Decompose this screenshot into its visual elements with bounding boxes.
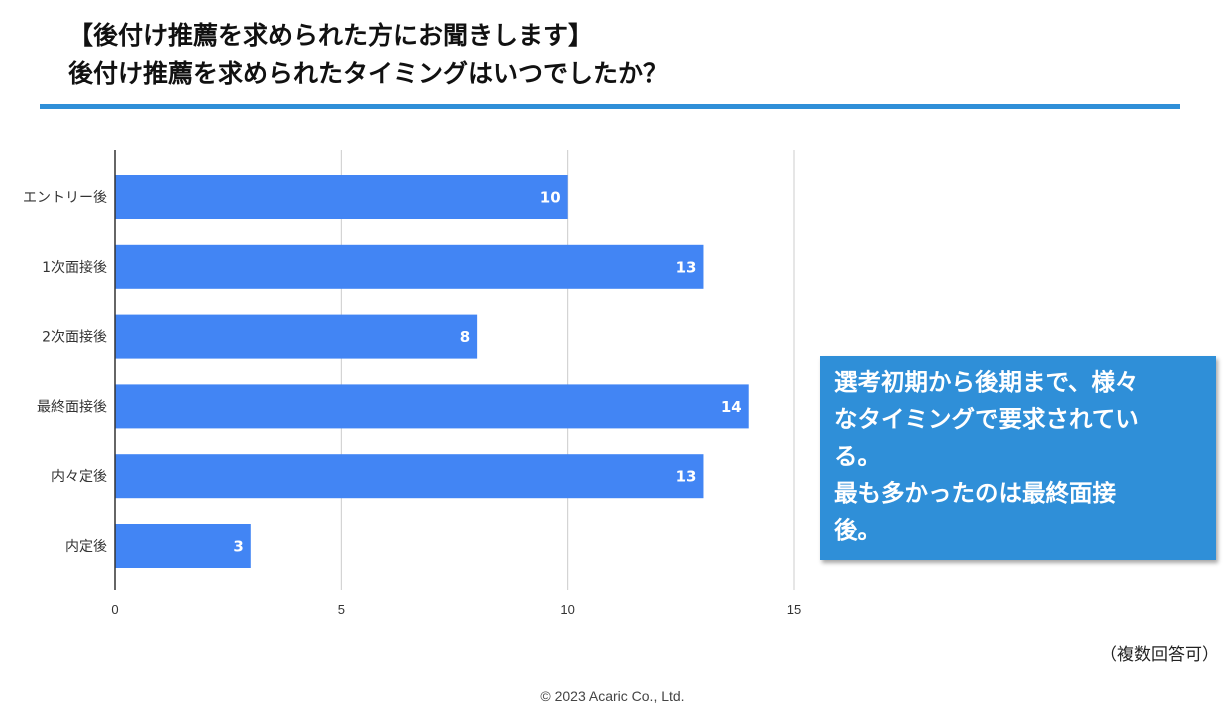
category-label: エントリー後 [23, 190, 107, 206]
callout-line-5: 後。 [834, 516, 881, 544]
bar-value-label: 10 [540, 189, 561, 207]
x-tick-label: 15 [787, 602, 801, 617]
page-title-line-2: 後付け推薦を求められたタイミングはいつでしたか？ [68, 59, 669, 88]
bar-2 [115, 244, 704, 289]
bar-1 [115, 175, 568, 219]
bar-3 [115, 314, 478, 359]
category-label: 内々定後 [51, 469, 107, 485]
bar-5 [115, 454, 704, 499]
x-tick-label: 5 [338, 602, 345, 617]
callout-line-1: 選考初期から後期まで、様々 [834, 368, 1139, 396]
x-tick-label: 10 [560, 602, 574, 617]
category-label: 最終面接後 [37, 398, 107, 415]
callout-line-3: る。 [834, 442, 881, 470]
bar-value-label: 8 [460, 328, 470, 346]
bar-value-label: 13 [676, 468, 697, 486]
grid-lines [340, 150, 795, 590]
category-label: 1次面接後 [42, 259, 107, 276]
category-label: 2次面接後 [42, 329, 107, 346]
callout-line-4: 最も多かったのは最終面接 [834, 479, 1116, 507]
bar-6 [115, 524, 251, 568]
page-title-line-1: 【後付け推薦を求められた方にお聞きします】 [68, 21, 594, 50]
bar-value-label: 14 [721, 398, 742, 416]
x-tick-labels: 0 5 10 15 [111, 602, 801, 617]
bar-value-label: 13 [676, 258, 697, 276]
bar-4 [115, 384, 749, 429]
x-tick-label: 0 [111, 602, 118, 617]
summary-callout: 選考初期から後期まで、様々 なタイミングで要求されてい る。 最も多かったのは最… [820, 356, 1216, 560]
bar-value-label: 3 [233, 538, 243, 556]
copyright-text: © 2023 Acaric Co., Ltd. [540, 688, 685, 704]
title-divider [40, 104, 1180, 109]
category-label: 内定後 [65, 539, 107, 555]
callout-line-2: なタイミングで要求されてい [834, 405, 1139, 433]
multiple-answers-note: （複数回答可） [1100, 645, 1219, 665]
bar-series: 10 13 8 14 13 3 [115, 175, 749, 568]
